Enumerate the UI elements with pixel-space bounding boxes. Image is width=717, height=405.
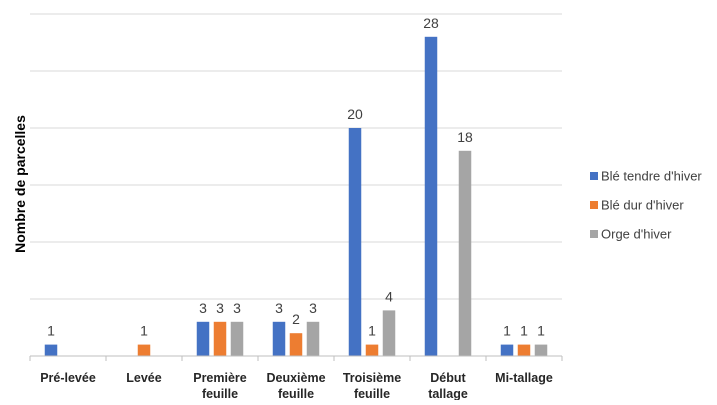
data-label: 3 bbox=[233, 300, 241, 316]
bar bbox=[382, 310, 396, 356]
bar bbox=[196, 321, 210, 356]
category-label: Troisième feuille bbox=[343, 371, 401, 400]
category-label: Deuxième feuille bbox=[266, 371, 325, 400]
bar bbox=[500, 344, 514, 356]
category-labels: Pré-levée Levée Première feuille Deuxième feu… bbox=[40, 371, 553, 401]
data-label: 2 bbox=[292, 311, 300, 327]
legend: Blé tendre d'hiver Blé dur d'hiver Orge d'… bbox=[590, 169, 702, 242]
data-label: 3 bbox=[199, 300, 207, 316]
data-label: 4 bbox=[385, 288, 393, 304]
data-label: 3 bbox=[216, 300, 224, 316]
data-label: 1 bbox=[503, 323, 511, 339]
data-label: 1 bbox=[47, 323, 55, 339]
gridlines bbox=[30, 13, 562, 300]
legend-label: Blé tendre d'hiver bbox=[601, 169, 702, 184]
legend-label: Orge d'hiver bbox=[601, 227, 672, 242]
bar bbox=[517, 344, 531, 356]
legend-swatch bbox=[590, 230, 598, 238]
category-label: Mi-tallage bbox=[495, 371, 553, 385]
y-axis-title: Nombre de parcelles bbox=[12, 115, 28, 253]
bar bbox=[534, 344, 548, 356]
bar bbox=[230, 321, 244, 356]
bars bbox=[44, 36, 548, 357]
category-label: Levée bbox=[126, 371, 161, 385]
bar bbox=[137, 344, 151, 356]
bar bbox=[44, 344, 58, 356]
bar bbox=[365, 344, 379, 356]
bar bbox=[272, 321, 286, 356]
legend-label: Blé dur d'hiver bbox=[601, 198, 684, 213]
data-label: 1 bbox=[140, 323, 148, 339]
category-label: Début tallage bbox=[428, 371, 468, 400]
data-label: 1 bbox=[368, 323, 376, 339]
data-label: 3 bbox=[309, 300, 317, 316]
bar bbox=[213, 321, 227, 356]
bar bbox=[289, 333, 303, 356]
bar bbox=[348, 128, 362, 356]
data-label: 28 bbox=[423, 15, 439, 31]
legend-swatch bbox=[590, 172, 598, 180]
data-label: 1 bbox=[520, 323, 528, 339]
x-axis bbox=[29, 355, 563, 361]
data-label: 20 bbox=[347, 106, 363, 122]
data-label: 3 bbox=[275, 300, 283, 316]
bar bbox=[458, 150, 472, 356]
bar bbox=[424, 36, 438, 357]
bar bbox=[306, 321, 320, 356]
legend-swatch bbox=[590, 201, 598, 209]
data-label: 18 bbox=[457, 129, 473, 145]
category-label: Pré-levée bbox=[40, 371, 96, 385]
data-label: 1 bbox=[537, 323, 545, 339]
category-label: Première feuille bbox=[193, 371, 247, 400]
